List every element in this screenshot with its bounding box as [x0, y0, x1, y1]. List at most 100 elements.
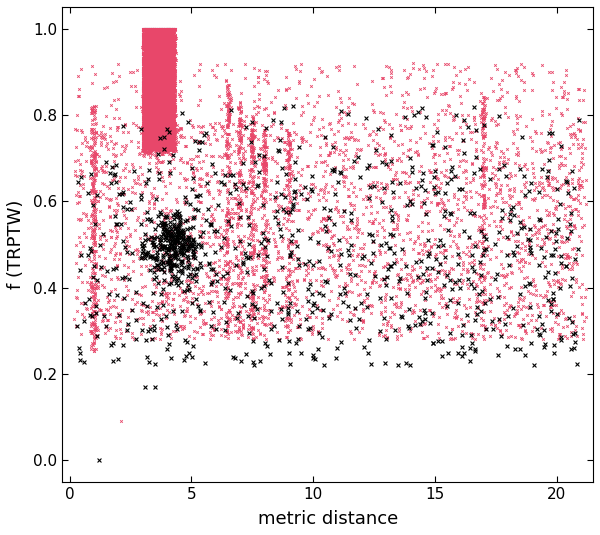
Point: [258, 186, 268, 195]
Point: [165, 40, 175, 48]
Point: [155, 133, 164, 141]
Point: [161, 134, 170, 143]
Point: [145, 261, 155, 270]
Point: [158, 54, 168, 63]
Point: [140, 64, 149, 73]
Point: [304, 326, 313, 334]
Point: [547, 86, 556, 94]
Point: [166, 88, 175, 97]
Point: [163, 98, 172, 107]
Point: [145, 60, 154, 69]
Point: [163, 114, 173, 123]
Point: [141, 41, 151, 49]
Point: [472, 310, 481, 319]
Point: [155, 40, 164, 48]
Point: [143, 54, 153, 62]
Point: [161, 134, 171, 142]
Point: [150, 39, 160, 47]
Point: [149, 43, 158, 52]
Point: [152, 37, 161, 45]
Point: [488, 162, 498, 171]
Point: [144, 67, 154, 75]
Point: [402, 151, 412, 160]
Point: [159, 41, 169, 50]
Point: [432, 273, 442, 282]
Point: [160, 97, 170, 106]
Point: [147, 125, 157, 133]
Point: [146, 35, 155, 43]
Point: [246, 131, 256, 139]
Point: [139, 127, 148, 135]
Point: [153, 52, 163, 61]
Point: [100, 263, 109, 272]
Point: [166, 88, 175, 96]
Point: [170, 236, 180, 245]
Point: [160, 47, 169, 55]
Point: [148, 29, 157, 37]
Point: [512, 111, 521, 120]
Point: [169, 65, 178, 73]
Point: [142, 24, 152, 33]
Point: [148, 67, 158, 76]
Point: [169, 82, 179, 91]
Point: [154, 117, 164, 126]
Point: [164, 89, 174, 97]
Point: [195, 181, 205, 190]
Point: [437, 303, 447, 311]
Point: [245, 120, 254, 128]
Point: [392, 223, 402, 232]
Point: [168, 93, 178, 102]
Point: [158, 27, 168, 35]
Point: [213, 297, 223, 306]
Point: [449, 172, 459, 181]
Point: [161, 65, 170, 73]
Point: [550, 297, 559, 305]
Point: [90, 216, 100, 225]
Point: [225, 257, 235, 265]
Point: [163, 68, 172, 77]
Point: [149, 90, 159, 98]
Point: [327, 232, 337, 240]
Point: [147, 49, 157, 57]
Point: [106, 101, 115, 109]
Point: [162, 45, 172, 54]
Point: [139, 24, 149, 33]
Point: [152, 48, 161, 56]
Point: [155, 104, 164, 112]
Point: [432, 124, 442, 132]
Point: [144, 50, 154, 59]
Point: [140, 86, 150, 94]
Point: [165, 60, 175, 68]
Point: [150, 90, 160, 99]
Point: [470, 283, 479, 292]
Point: [144, 139, 154, 148]
Point: [149, 60, 159, 69]
Point: [223, 209, 232, 217]
Point: [149, 84, 159, 93]
Point: [156, 60, 166, 69]
Point: [150, 105, 160, 113]
Point: [153, 112, 163, 121]
Point: [89, 182, 98, 190]
Point: [168, 50, 178, 59]
Point: [142, 75, 151, 84]
Point: [151, 136, 160, 145]
Point: [152, 140, 162, 149]
Point: [396, 331, 406, 339]
Point: [307, 172, 317, 180]
Point: [514, 248, 524, 257]
Point: [145, 139, 154, 147]
Point: [180, 336, 190, 345]
Point: [147, 57, 157, 66]
Point: [247, 296, 257, 304]
Point: [99, 310, 109, 318]
Point: [139, 41, 148, 50]
Point: [521, 121, 531, 130]
Point: [147, 123, 157, 132]
Point: [579, 86, 589, 94]
Point: [157, 82, 166, 91]
Point: [151, 36, 160, 44]
Point: [284, 238, 293, 246]
Point: [235, 98, 245, 106]
Point: [136, 254, 146, 262]
